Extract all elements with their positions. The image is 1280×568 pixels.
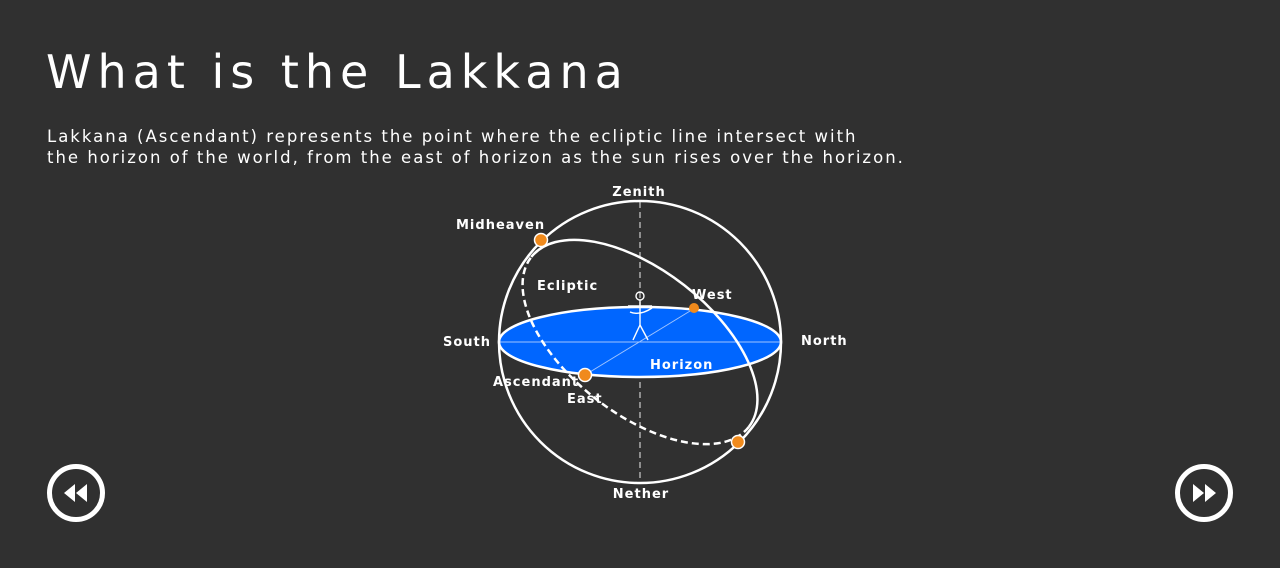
label-ascendant: Ascendant (493, 375, 579, 390)
observer-figure (628, 291, 653, 341)
label-midheaven: Midheaven (456, 218, 545, 233)
ecliptic-back-arc (521, 256, 750, 446)
lower-ecliptic-point (730, 434, 746, 450)
description: Lakkana (Ascendant) represents the point… (47, 126, 905, 168)
label-ecliptic: Ecliptic (537, 279, 598, 294)
label-north: North (801, 334, 848, 349)
label-east: East (567, 392, 603, 407)
celestial-sphere-diagram: Zenith Nether South North Midheaven Ecli… (443, 185, 848, 502)
celestial-sphere-outline (497, 199, 783, 485)
label-south: South (443, 335, 491, 350)
ascendant-point (577, 367, 593, 383)
ecliptic-front-arc (530, 238, 759, 428)
label-west: West (692, 288, 733, 303)
label-zenith: Zenith (612, 185, 665, 200)
next-button[interactable] (1174, 463, 1234, 523)
rewind-icon (47, 464, 105, 522)
midheaven-point (533, 232, 549, 248)
label-nether: Nether (613, 487, 669, 502)
description-line-1: Lakkana (Ascendant) represents the point… (47, 127, 858, 146)
west-point (689, 303, 699, 313)
previous-button[interactable] (46, 463, 106, 523)
fast-forward-icon (1175, 464, 1233, 522)
page-title: What is the Lakkana (46, 45, 629, 99)
label-horizon: Horizon (650, 358, 713, 373)
description-line-2: the horizon of the world, from the east … (47, 148, 905, 167)
